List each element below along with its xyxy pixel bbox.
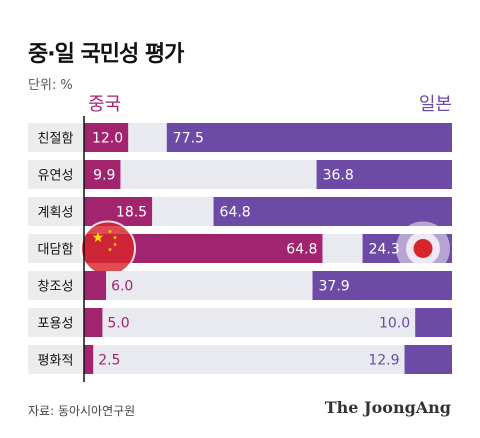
flag-star-icon: [107, 247, 113, 252]
unit-label: 단위: %: [28, 78, 73, 93]
category-label-bg: [28, 271, 83, 300]
category-label: 친절함: [38, 132, 74, 147]
category-label: 계획성: [38, 206, 74, 221]
value-label-china: 12.0: [92, 131, 123, 147]
bar-japan: [404, 345, 452, 374]
category-label-bg: [28, 308, 83, 337]
value-label-japan: 64.8: [220, 205, 251, 221]
category-label-bg: [28, 234, 83, 263]
value-label-china: 18.5: [116, 205, 147, 221]
flag-star-icon: [92, 232, 104, 242]
chart-title: 중·일 국민성 평가: [28, 42, 184, 67]
bar-china: [84, 160, 121, 189]
bar-china: [84, 197, 153, 226]
bar-japan: [166, 123, 453, 152]
bar-track: [84, 308, 452, 337]
bar-track: [84, 345, 452, 374]
category-label: 대담함: [38, 243, 74, 258]
value-label-china: 9.9: [93, 168, 115, 184]
source-note: 자료: 동아시아연구원: [28, 404, 136, 418]
category-label: 포용성: [38, 317, 74, 332]
japan-flag-disc: [413, 239, 433, 258]
category-label: 창조성: [38, 280, 74, 295]
bar-japan: [415, 308, 452, 337]
value-label-japan: 10.0: [379, 316, 410, 332]
value-label-china: 64.8: [286, 242, 317, 258]
chart-rows: 친절함 12.0 77.5 유연성 9.9 36.8 계획성 18.5 64.8 대담함 64.8 2…: [28, 123, 453, 374]
category-label-bg: [28, 197, 83, 226]
legend-china: 중국: [88, 94, 121, 115]
brand-logo: The JoongAng: [324, 398, 451, 417]
value-label-japan: 37.9: [319, 279, 350, 295]
bar-japan: [213, 197, 452, 226]
flag-star-icon: [112, 242, 118, 247]
value-label-japan: 77.5: [173, 131, 204, 147]
bar-japan: [316, 160, 452, 189]
bar-china: [84, 345, 94, 374]
category-label: 유연성: [38, 169, 74, 184]
category-label-bg: [28, 123, 83, 152]
china-flag-icon: [80, 220, 136, 277]
value-label-china: 6.0: [111, 279, 133, 295]
category-label-bg: [28, 345, 83, 374]
legend-japan: 일본: [419, 94, 452, 115]
value-label-china: 5.0: [107, 316, 129, 332]
bar-china: [84, 123, 129, 152]
category-label: 평화적: [38, 354, 74, 369]
bar-china: [84, 308, 103, 337]
value-label-japan: 24.3: [369, 242, 400, 258]
value-label-china: 2.5: [98, 353, 120, 369]
flag-star-icon: [112, 235, 118, 240]
bar-japan: [312, 271, 452, 300]
value-label-japan: 12.9: [368, 353, 399, 369]
flag-star-icon: [107, 229, 113, 234]
bar-china: [84, 271, 107, 300]
value-label-japan: 36.8: [323, 168, 354, 184]
category-label-bg: [28, 160, 83, 189]
